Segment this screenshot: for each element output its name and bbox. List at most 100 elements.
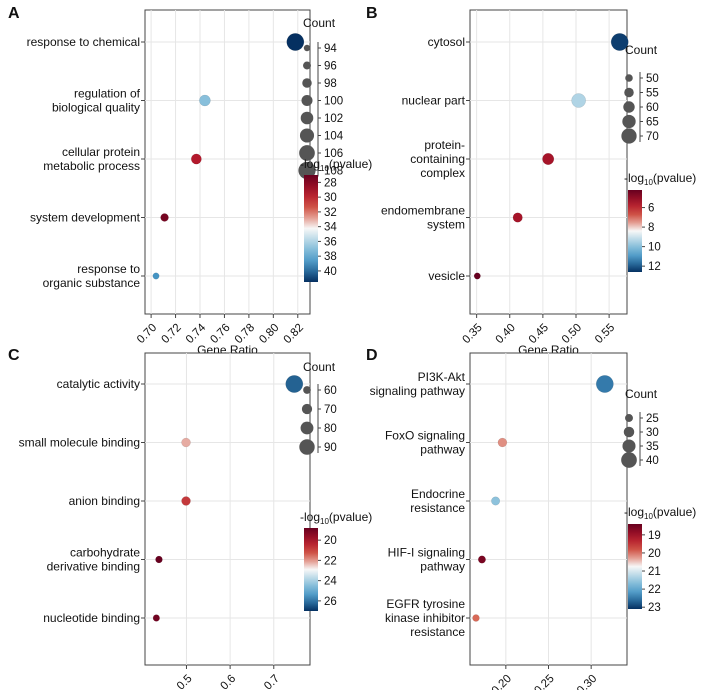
panel-D: D0.200.250.30Gene RatioPI3K-Aktsignaling… [366, 347, 696, 690]
term-label: PI3K-Akt [418, 370, 466, 384]
size-legend-label: 100 [324, 96, 343, 108]
size-legend-label: 102 [324, 113, 343, 125]
size-legend-label: 98 [324, 78, 337, 90]
color-legend-label: 22 [648, 584, 661, 596]
size-legend-dot [623, 426, 635, 438]
term-label: anion binding [69, 494, 140, 508]
size-legend-label: 90 [324, 442, 337, 454]
size-legend-label: 70 [324, 404, 337, 416]
data-point [155, 555, 163, 564]
color-legend-label: 20 [648, 548, 661, 560]
x-tick-label: 0.72 [159, 322, 183, 346]
size-legend-label: 35 [646, 441, 659, 453]
size-legend-label: 104 [324, 131, 344, 143]
size-legend-dot [300, 421, 314, 435]
data-point [199, 94, 211, 107]
color-legend-label: 30 [324, 192, 337, 204]
x-tick-label: 0.40 [494, 322, 518, 346]
plot-frame [144, 352, 311, 666]
data-point [181, 496, 191, 506]
size-legend-dot [301, 94, 313, 107]
size-legend-dot [624, 87, 634, 98]
panel-letter: A [8, 5, 20, 22]
term-label: system development [30, 211, 141, 225]
data-point [190, 153, 202, 165]
data-point [497, 437, 508, 448]
size-legend-title: Count [625, 43, 658, 57]
x-tick-label: 0.25 [532, 673, 556, 690]
color-legend-label: 6 [648, 203, 654, 215]
x-tick-label: 0.82 [282, 322, 306, 346]
color-legend-label: 38 [324, 251, 337, 263]
data-point [152, 272, 160, 280]
color-legend-label: 22 [324, 555, 337, 567]
data-point [491, 496, 501, 506]
x-tick-label: 0.35 [461, 322, 485, 346]
term-label: nucleotide binding [43, 611, 140, 625]
color-legend-label: 36 [324, 236, 337, 248]
data-point [152, 614, 160, 622]
term-label: FoxO signaling [385, 429, 465, 443]
term-label: Endocrine [411, 487, 465, 501]
term-label: cytosol [428, 35, 465, 49]
panel-letter: D [366, 347, 378, 364]
size-legend-label: 108 [324, 166, 343, 178]
x-tick-label: 0.80 [257, 322, 281, 346]
term-label: response to chemical [27, 35, 140, 49]
size-legend-label: 70 [646, 131, 659, 143]
data-point [595, 375, 614, 393]
term-label: system [427, 218, 465, 232]
term-label: complex [420, 166, 465, 180]
term-label: biological quality [52, 101, 140, 115]
size-legend-dot [300, 111, 314, 125]
size-legend-label: 55 [646, 88, 659, 100]
data-point [571, 93, 586, 108]
size-legend-dot [302, 78, 312, 88]
size-legend-label: 30 [646, 427, 659, 439]
term-label: containing [410, 152, 465, 166]
color-legend-label: 12 [648, 261, 661, 273]
x-tick-label: 0.55 [593, 322, 617, 346]
term-label: metabolic process [43, 159, 140, 173]
data-point [472, 614, 480, 622]
size-legend-dot [625, 414, 633, 422]
size-legend-label: 96 [324, 61, 337, 73]
color-legend-label: 21 [648, 566, 661, 578]
color-legend-bar [628, 190, 642, 272]
color-legend-label: 24 [324, 576, 337, 588]
size-legend-dot [301, 403, 313, 415]
color-legend-title: -log10(pvalue) [624, 171, 696, 187]
size-legend-label: 40 [646, 455, 659, 467]
x-tick-label: 0.70 [135, 322, 159, 346]
term-label: HIF-I signaling [388, 546, 465, 560]
size-legend-title: Count [303, 16, 336, 30]
term-label: cellular protein [62, 145, 140, 159]
size-legend-dot [303, 61, 311, 70]
size-legend-dot [622, 439, 636, 453]
size-legend-title: Count [625, 387, 658, 401]
color-legend-bar [304, 528, 318, 611]
data-point [286, 33, 305, 51]
term-label: regulation of [74, 87, 141, 101]
size-legend-dot [298, 161, 316, 180]
color-legend-title: -log10(pvalue) [624, 505, 696, 521]
data-point [512, 212, 523, 223]
plot-frame [144, 9, 311, 315]
term-label: derivative binding [47, 560, 140, 574]
size-legend-dot [623, 101, 635, 113]
data-point [542, 153, 555, 165]
term-label: endomembrane [381, 204, 465, 218]
term-label: resistance [410, 501, 465, 515]
size-legend-dot [303, 44, 311, 52]
color-legend-label: 19 [648, 530, 661, 542]
panel-letter: B [366, 5, 378, 22]
term-label: small molecule binding [19, 436, 140, 450]
x-tick-label: 0.7 [262, 673, 282, 690]
data-point [473, 272, 481, 280]
x-tick-label: 0.30 [575, 673, 599, 690]
color-legend-label: 10 [648, 242, 661, 254]
size-legend-label: 60 [324, 385, 337, 397]
size-legend-title: Count [303, 360, 336, 374]
